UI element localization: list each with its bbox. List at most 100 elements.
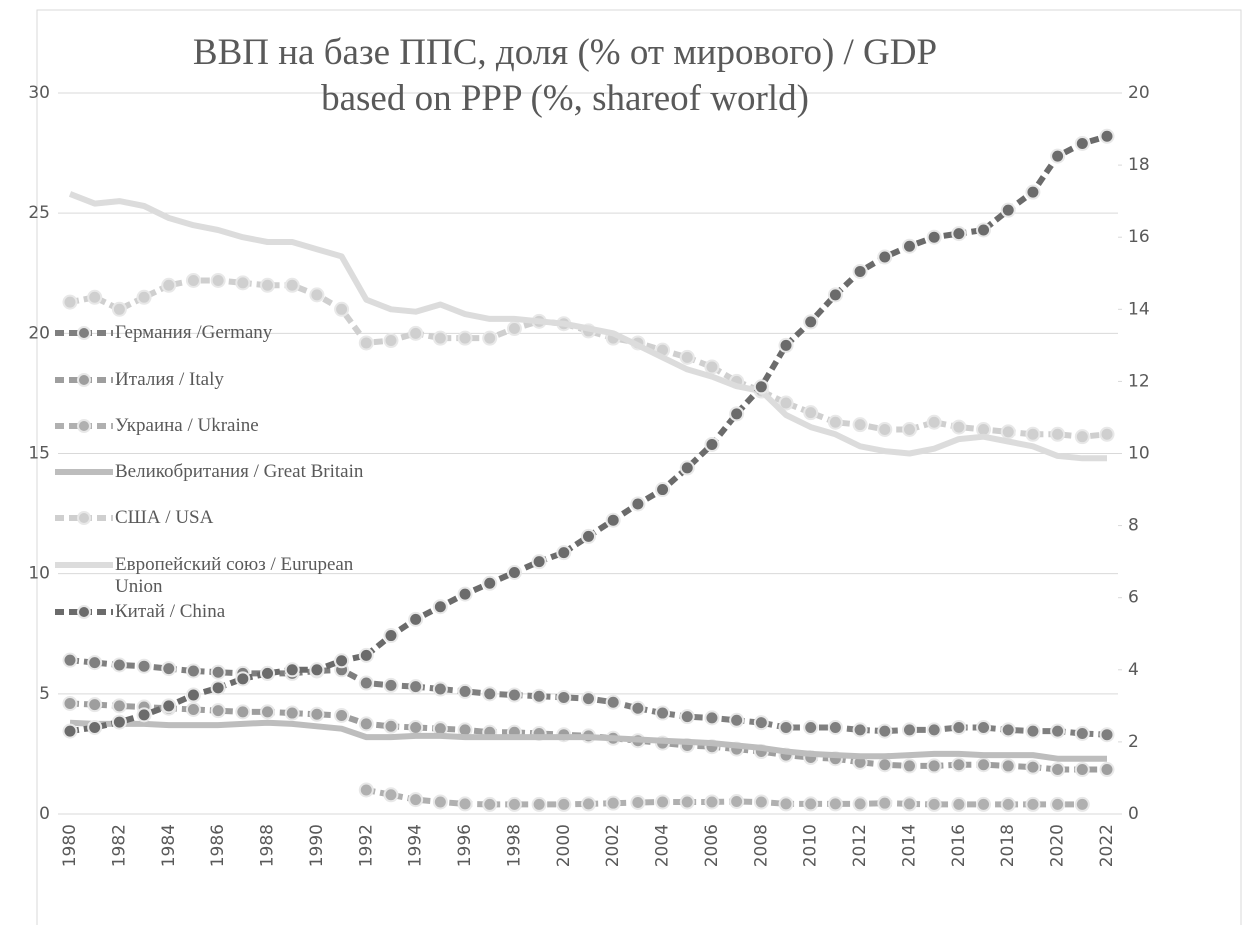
data-point [1074,796,1090,812]
x-tick-label: 1982 [109,824,129,867]
series-line [69,719,1107,762]
data-point [284,662,300,678]
data-point [704,436,720,452]
data-point [877,723,893,739]
data-point [581,528,596,544]
data-point [111,698,127,714]
y-tick-label: 30 [28,83,50,103]
data-point [1000,424,1016,440]
data-point [260,704,276,720]
data-point [827,796,843,812]
data-point [358,782,374,798]
data-point [1000,796,1016,812]
data-point [729,794,745,810]
x-tick-label: 2006 [702,824,722,867]
y2-tick-label: 10 [1128,444,1150,464]
data-point [136,289,152,305]
x-tick-label: 2020 [1048,824,1068,867]
data-point [1050,762,1066,778]
data-point [679,460,695,476]
data-point [334,707,350,723]
x-tick-label: 1996 [455,824,475,867]
data-point [383,787,399,803]
data-point [457,796,473,812]
legend-label: Германия /Germany [115,322,273,343]
data-point [383,628,399,644]
data-point [704,359,720,375]
data-point [432,599,448,615]
data-point [235,275,251,291]
data-point [976,719,992,735]
data-point [1074,725,1090,741]
data-point [877,421,893,437]
data-point [235,704,251,720]
data-point [1074,762,1090,778]
x-tick-label: 2012 [850,824,870,867]
x-tick-label: 2000 [554,824,574,867]
data-point [901,238,917,254]
x-tick-label: 1980 [60,824,80,867]
data-point [432,794,448,810]
data-point [260,277,276,293]
data-point [951,226,967,242]
data-point [926,722,942,738]
data-point [111,301,127,317]
y2-tick-label: 18 [1128,155,1150,175]
x-tick-label: 2010 [801,824,821,867]
data-point [753,379,769,395]
data-point [408,679,424,695]
data-point [803,796,819,812]
data-point [1050,148,1066,164]
data-point [901,722,917,738]
data-point [309,287,325,303]
data-point [1000,758,1016,774]
x-tick-label: 1986 [208,824,228,867]
y2-tick-label: 16 [1128,227,1150,247]
data-point [605,512,621,528]
data-point [556,545,572,561]
data-point [926,414,942,430]
data-point [655,482,671,498]
data-point [753,715,769,731]
data-point [457,330,473,346]
x-tick-label: 1998 [504,824,524,867]
data-point [655,705,671,721]
data-point [87,655,103,671]
data-point [1025,796,1041,812]
data-point [1025,184,1041,200]
data-point [506,321,522,337]
data-point [778,719,794,735]
data-point [1050,426,1066,442]
data-point [457,683,473,699]
data-point [630,794,646,810]
legend-marker [77,605,91,619]
data-point [1099,727,1115,743]
y2-tick-label: 14 [1128,299,1150,319]
y-tick-label: 15 [28,444,50,464]
y-tick-label: 25 [28,203,50,223]
data-point [334,653,350,669]
data-point [1025,723,1041,739]
data-point [852,417,868,433]
legend-marker [77,326,91,340]
series-line [68,191,1107,462]
data-point [778,796,794,812]
data-point [827,719,843,735]
data-point [482,686,498,702]
data-point [161,661,177,677]
data-point [383,677,399,693]
series-line [365,787,1083,808]
data-point [852,796,868,812]
y-tick-label: 20 [28,323,50,343]
data-point [87,719,103,735]
data-point [62,652,78,668]
data-point [901,796,917,812]
data-point [581,796,596,812]
data-point [1099,426,1115,442]
data-point [358,335,374,351]
data-point [704,794,720,810]
x-tick-label: 1990 [307,824,327,867]
data-point [1025,759,1041,775]
data-point [679,794,695,810]
